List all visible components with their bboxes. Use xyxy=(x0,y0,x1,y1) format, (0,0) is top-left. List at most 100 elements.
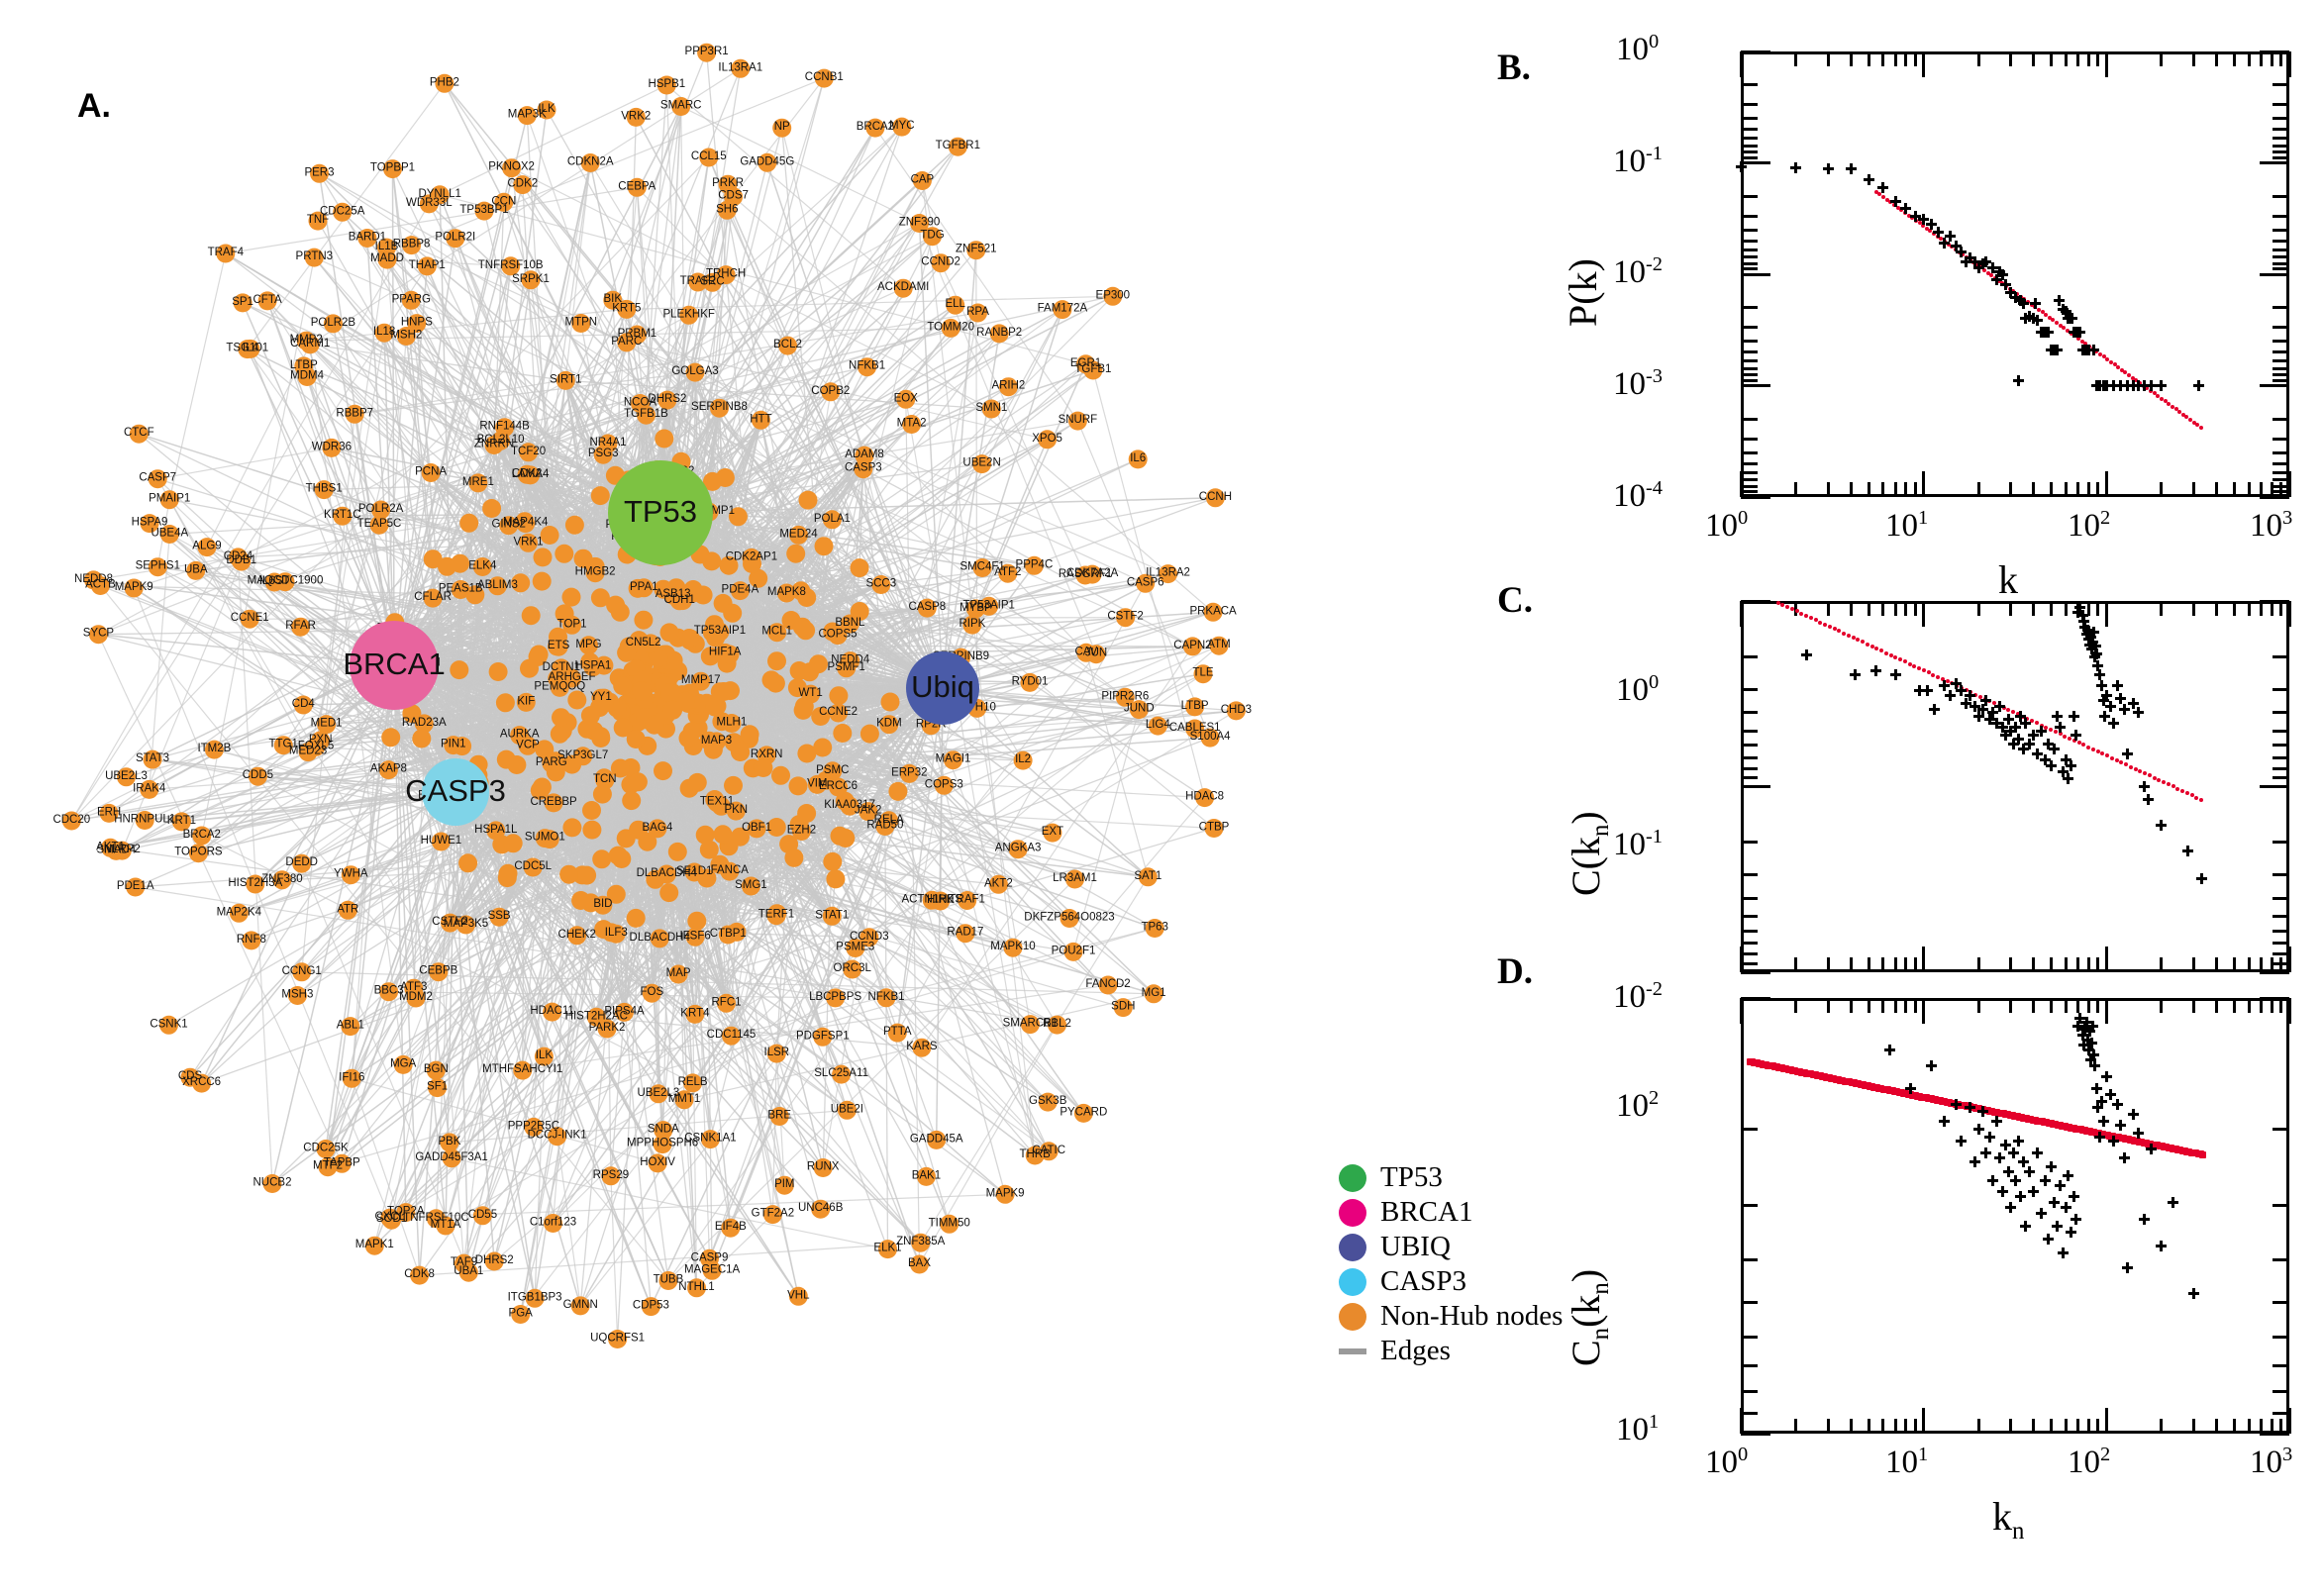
network-node[interactable] xyxy=(613,676,633,696)
network-node[interactable] xyxy=(723,603,743,623)
network-node[interactable] xyxy=(679,305,699,325)
network-node[interactable] xyxy=(880,692,900,712)
network-node[interactable] xyxy=(608,1330,628,1348)
network-node[interactable] xyxy=(826,988,846,1008)
network-node[interactable] xyxy=(730,742,750,761)
network-node[interactable] xyxy=(865,118,885,138)
network-node[interactable] xyxy=(699,148,719,167)
network-node[interactable] xyxy=(503,834,523,853)
network-node[interactable] xyxy=(502,158,522,178)
network-node[interactable] xyxy=(741,876,760,896)
network-node[interactable] xyxy=(821,382,841,402)
network-node[interactable] xyxy=(1129,700,1149,720)
network-node[interactable] xyxy=(371,500,391,520)
network-node[interactable] xyxy=(654,761,672,781)
network-node[interactable] xyxy=(944,750,962,770)
network-node[interactable] xyxy=(855,446,874,465)
network-node[interactable] xyxy=(685,1004,705,1024)
network-node[interactable] xyxy=(751,410,770,430)
network-node[interactable] xyxy=(570,1296,590,1316)
network-node[interactable] xyxy=(826,869,846,889)
network-node[interactable] xyxy=(197,538,217,557)
network-node[interactable] xyxy=(341,1017,360,1037)
network-node[interactable] xyxy=(671,97,691,116)
network-node[interactable] xyxy=(941,318,960,338)
network-node[interactable] xyxy=(642,983,661,1003)
network-node[interactable] xyxy=(995,1184,1015,1204)
network-node[interactable] xyxy=(364,1236,384,1255)
network-node[interactable] xyxy=(1144,984,1163,1004)
network-node[interactable] xyxy=(923,227,942,247)
network-node[interactable] xyxy=(659,883,679,903)
network-node[interactable] xyxy=(632,681,652,701)
network-node[interactable] xyxy=(232,551,252,571)
network-node[interactable] xyxy=(297,367,317,386)
network-node[interactable] xyxy=(257,291,277,311)
network-node[interactable] xyxy=(688,272,708,292)
network-node[interactable] xyxy=(291,617,311,637)
network-node[interactable] xyxy=(1200,728,1220,748)
network-node[interactable] xyxy=(649,1084,668,1104)
network-node[interactable] xyxy=(159,490,179,510)
network-node[interactable] xyxy=(1226,701,1246,721)
network-node[interactable] xyxy=(774,1175,794,1195)
network-node[interactable] xyxy=(407,314,427,334)
network-node[interactable] xyxy=(1209,636,1229,655)
network-node[interactable] xyxy=(911,1233,931,1252)
network-node[interactable] xyxy=(1083,360,1103,380)
network-node[interactable] xyxy=(450,660,469,680)
network-node[interactable] xyxy=(402,236,422,255)
network-node[interactable] xyxy=(637,405,656,425)
network-node[interactable] xyxy=(597,1019,617,1039)
network-node[interactable] xyxy=(472,1206,492,1226)
network-node[interactable] xyxy=(544,1214,562,1233)
network-node[interactable] xyxy=(148,557,167,577)
network-node[interactable] xyxy=(626,730,646,748)
network-node[interactable] xyxy=(1138,867,1158,887)
network-node[interactable] xyxy=(204,740,224,759)
network-node[interactable] xyxy=(615,1002,634,1022)
network-node[interactable] xyxy=(700,1248,719,1268)
network-node[interactable] xyxy=(88,625,108,645)
network-node[interactable] xyxy=(430,185,450,205)
network-node[interactable] xyxy=(655,429,674,449)
network-node[interactable] xyxy=(579,636,598,655)
network-node[interactable] xyxy=(582,820,602,840)
network-node[interactable] xyxy=(603,290,623,310)
network-node[interactable] xyxy=(931,253,951,273)
network-node[interactable] xyxy=(308,211,328,231)
network-node[interactable] xyxy=(513,1060,533,1080)
network-node[interactable] xyxy=(426,1060,446,1080)
network-node[interactable] xyxy=(685,362,705,382)
network-node[interactable] xyxy=(754,758,773,777)
network-node[interactable] xyxy=(1185,697,1205,717)
network-node[interactable] xyxy=(814,68,834,88)
network-node[interactable] xyxy=(962,615,982,635)
network-node[interactable] xyxy=(762,1205,782,1225)
network-node[interactable] xyxy=(383,159,402,179)
network-node[interactable] xyxy=(927,1130,947,1149)
network-node[interactable] xyxy=(192,826,212,846)
network-node[interactable] xyxy=(534,1047,554,1066)
network-node[interactable] xyxy=(406,988,426,1008)
network-node[interactable] xyxy=(412,729,432,748)
network-node[interactable] xyxy=(1075,565,1095,585)
network-node[interactable] xyxy=(513,175,533,195)
network-node[interactable] xyxy=(899,763,919,783)
network-node[interactable] xyxy=(678,729,698,748)
network-node[interactable] xyxy=(653,1135,672,1154)
network-node[interactable] xyxy=(832,1064,852,1084)
network-node[interactable] xyxy=(296,331,316,350)
network-node[interactable] xyxy=(499,516,519,536)
network-node[interactable] xyxy=(580,153,600,172)
network-node[interactable] xyxy=(380,1208,400,1228)
network-node[interactable] xyxy=(242,931,261,950)
network-node[interactable] xyxy=(338,900,357,920)
network-node[interactable] xyxy=(246,874,265,894)
network-node[interactable] xyxy=(972,558,992,577)
network-node[interactable] xyxy=(822,906,842,926)
network-node[interactable] xyxy=(126,877,146,897)
network-node[interactable] xyxy=(310,163,329,183)
network-node[interactable] xyxy=(401,290,421,310)
network-node[interactable] xyxy=(1195,788,1215,808)
